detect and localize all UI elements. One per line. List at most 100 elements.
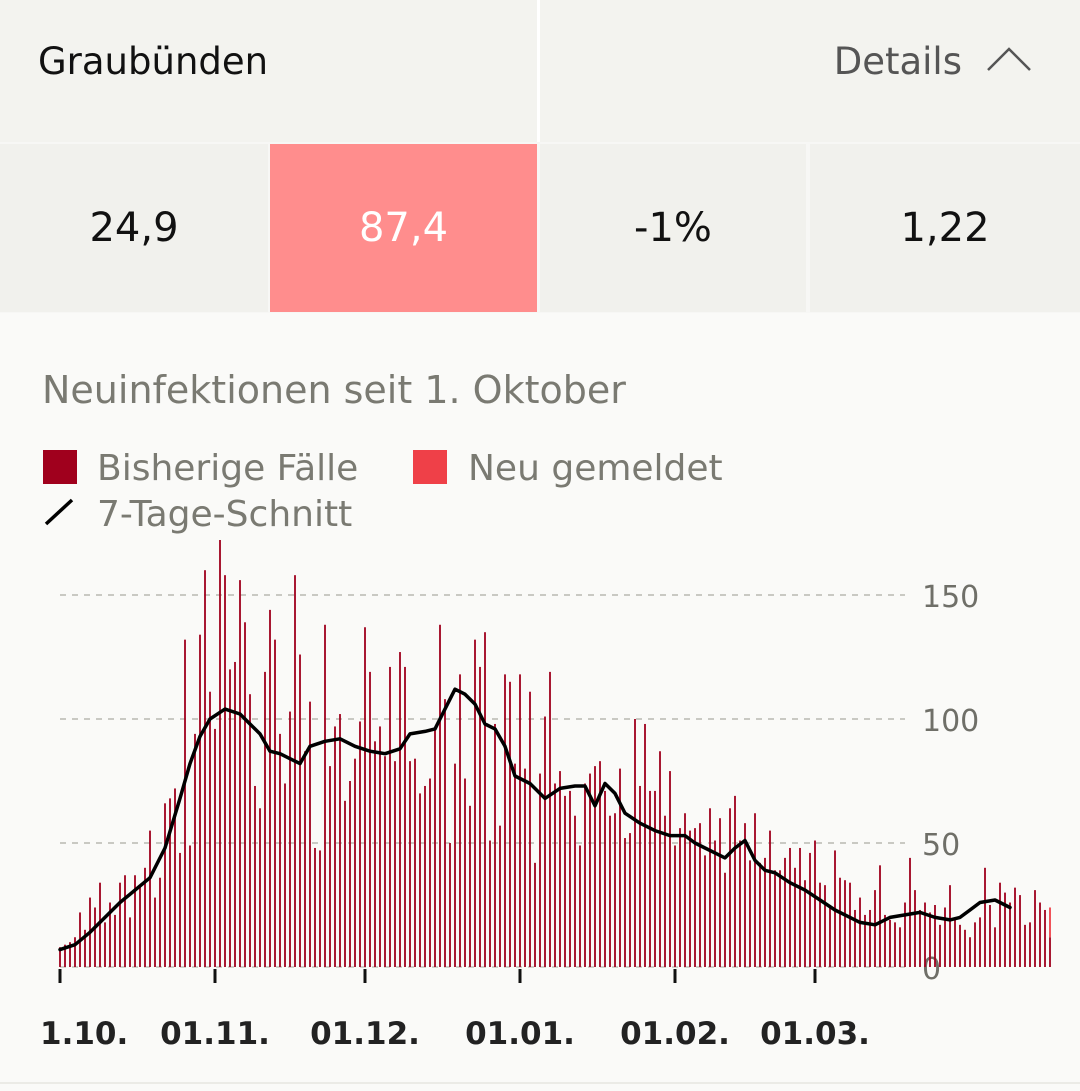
bar-existing — [229, 669, 231, 967]
bar-existing — [299, 654, 301, 967]
bar-existing — [209, 691, 211, 967]
bar-existing — [594, 766, 596, 967]
bar-existing — [644, 723, 646, 967]
bar-existing — [274, 639, 276, 967]
bar-existing — [949, 885, 951, 967]
bar-existing — [174, 788, 176, 967]
y-tick-label: 50 — [922, 828, 960, 863]
bar-existing — [954, 919, 956, 967]
cases-chart: 0 50 100 150 1.10. 01.11. 01.12. 01.01. 01.02. 01… — [40, 540, 1051, 1052]
bar-existing — [809, 852, 811, 967]
bar-existing — [474, 639, 476, 967]
bar-existing — [714, 840, 716, 967]
bar-existing — [74, 937, 76, 967]
bar-existing — [349, 781, 351, 967]
bar-existing — [364, 627, 366, 967]
bar-existing — [159, 877, 161, 967]
chevron-up-icon[interactable] — [986, 44, 1032, 74]
legend-line-icon — [44, 498, 74, 526]
region-header[interactable]: Graubünden Details — [0, 0, 1080, 142]
bar-existing — [529, 691, 531, 967]
bar-existing — [869, 909, 871, 967]
bar-existing — [319, 850, 321, 967]
bar-existing — [849, 882, 851, 967]
x-tick-label: 01.11. — [160, 1016, 270, 1052]
bar-existing — [404, 666, 406, 967]
bar-existing — [294, 575, 296, 967]
bar-existing — [139, 885, 141, 967]
bar-existing — [699, 823, 701, 967]
bar-existing — [264, 671, 266, 967]
bar-existing — [1029, 922, 1031, 967]
bar-existing — [499, 825, 501, 967]
bar-existing — [599, 761, 601, 967]
bar-existing — [514, 763, 516, 967]
bar-existing — [104, 922, 106, 967]
bar-existing — [639, 785, 641, 967]
bar-existing — [914, 890, 916, 967]
bar-existing — [719, 818, 721, 967]
bar-existing — [454, 763, 456, 967]
bar-existing — [279, 733, 281, 967]
bar-existing — [654, 790, 656, 967]
legend-label-existing: Bisherige Fälle — [97, 448, 359, 489]
bar-existing — [114, 914, 116, 967]
bar-existing — [874, 890, 876, 967]
bar-existing — [609, 815, 611, 967]
bar-existing — [534, 862, 536, 967]
bar-existing — [124, 875, 126, 967]
bar-existing — [1034, 890, 1036, 967]
bar-existing — [339, 714, 341, 967]
bar-existing — [769, 830, 771, 967]
bar-existing — [509, 681, 511, 967]
bar-existing — [1019, 895, 1021, 967]
average-line — [58, 687, 1012, 952]
x-tick-label: 01.01. — [465, 1016, 575, 1052]
bar-existing — [389, 666, 391, 967]
bar-existing — [649, 790, 651, 967]
bar-existing — [94, 907, 96, 967]
bar-existing — [559, 771, 561, 967]
bar-existing — [574, 815, 576, 967]
bar-existing — [749, 860, 751, 967]
bar-existing — [179, 852, 181, 967]
bar-existing — [674, 845, 676, 967]
bar-existing — [564, 795, 566, 967]
bar-existing — [604, 790, 606, 967]
bar-existing — [1049, 937, 1051, 967]
bar-existing — [859, 897, 861, 967]
bar-existing — [964, 929, 966, 967]
bar-existing — [729, 808, 731, 967]
y-tick-label: 100 — [922, 704, 979, 739]
bar-existing — [579, 845, 581, 967]
bar-existing — [1004, 892, 1006, 967]
bar-existing — [974, 922, 976, 967]
bar-existing — [679, 828, 681, 967]
bar-existing — [539, 773, 541, 967]
legend-swatch-new — [413, 450, 447, 484]
bar-existing — [1024, 924, 1026, 967]
bar-existing — [69, 942, 71, 967]
bar-existing — [414, 758, 416, 967]
bar-existing — [734, 795, 736, 967]
bar-existing — [109, 902, 111, 967]
bar-existing — [969, 937, 971, 967]
bar-existing — [309, 701, 311, 967]
bar-existing — [839, 877, 841, 967]
bar-existing — [934, 905, 936, 967]
bar-existing — [129, 917, 131, 967]
bar-existing — [1014, 887, 1016, 967]
bar-existing — [394, 761, 396, 967]
bar-existing — [784, 857, 786, 967]
bar-existing — [899, 927, 901, 967]
bar-existing — [569, 790, 571, 967]
details-label[interactable]: Details — [833, 40, 962, 83]
bar-existing — [854, 909, 856, 967]
bar-existing — [154, 897, 156, 967]
bar-existing — [224, 575, 226, 967]
bar-existing — [739, 840, 741, 967]
bar-existing — [244, 622, 246, 967]
bar-existing — [334, 726, 336, 967]
bar-existing — [234, 661, 236, 967]
metric-cell: -1% — [540, 144, 806, 312]
